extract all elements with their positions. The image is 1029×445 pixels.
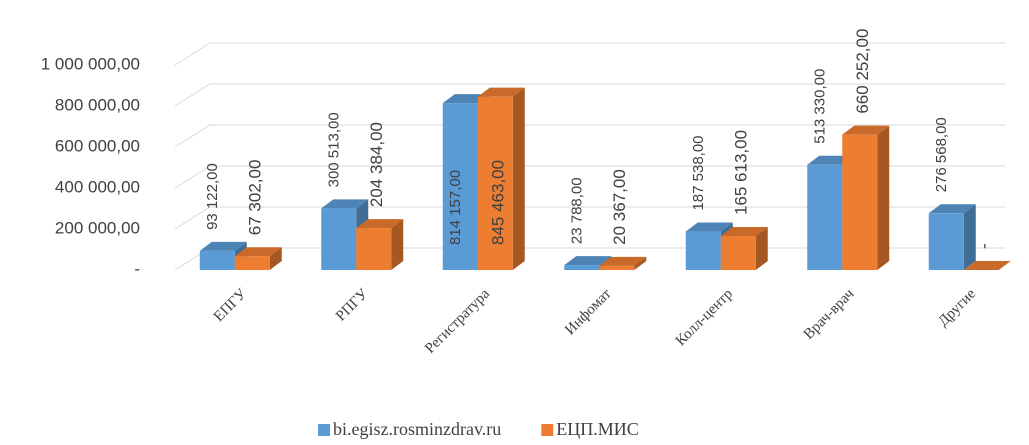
- bar-side: [877, 125, 890, 270]
- x-tick-label: РПГУ: [333, 286, 372, 325]
- value-label: 20 367,00: [610, 169, 629, 245]
- bar: [199, 250, 235, 270]
- y-tick-label: 400 000,00: [55, 177, 140, 196]
- y-tick-label: 200 000,00: [55, 218, 140, 237]
- bar: [685, 231, 721, 270]
- bar: [807, 164, 843, 270]
- bar-top: [564, 256, 612, 266]
- value-label: -: [975, 243, 994, 249]
- y-tick-label: 1 000 000,00: [41, 54, 140, 73]
- bar: [321, 208, 357, 270]
- bar-side: [269, 247, 282, 270]
- x-tick-label: Колл-центр: [673, 286, 736, 349]
- bar-top: [928, 204, 976, 214]
- bar-top: [356, 219, 404, 229]
- bar-top: [599, 256, 647, 266]
- x-tick-label: Инфомат: [562, 286, 615, 339]
- value-label: 187 538,00: [690, 135, 707, 210]
- bar-side: [755, 227, 768, 270]
- value-label: 845 463,00: [489, 160, 508, 245]
- y-tick-label: 600 000,00: [55, 136, 140, 155]
- legend-swatch: [541, 424, 554, 436]
- bar: [564, 265, 600, 270]
- grid-line: [174, 165, 1005, 189]
- x-tick-label: ЕПГУ: [211, 286, 250, 325]
- y-tick-label: 800 000,00: [55, 95, 140, 114]
- grid-line: [174, 42, 1005, 66]
- bar-top: [720, 227, 768, 237]
- x-tick-label: Другие: [935, 286, 979, 330]
- value-label: 165 613,00: [732, 130, 751, 215]
- value-label: 93 122,00: [204, 163, 221, 230]
- value-label: 67 302,00: [246, 160, 265, 236]
- y-tick-label: -: [134, 259, 140, 278]
- bar: [234, 256, 270, 270]
- bar-top: [963, 261, 1011, 270]
- bar-side: [512, 87, 525, 270]
- bar: [928, 213, 964, 270]
- value-label: 660 252,00: [853, 29, 872, 114]
- bar: [477, 96, 513, 270]
- bar: [842, 134, 878, 270]
- value-label: 513 330,00: [812, 69, 829, 144]
- bar-top: [842, 125, 890, 135]
- value-label: 300 513,00: [326, 112, 343, 187]
- x-tick-label: Врач-врач: [801, 286, 858, 343]
- grid-line: [174, 83, 1005, 107]
- bar: [356, 228, 392, 270]
- value-label: 814 157,00: [447, 170, 464, 245]
- bar: [720, 236, 756, 270]
- bar-side: [963, 204, 976, 270]
- legend-label: ЕЦП.МИС: [556, 419, 639, 439]
- bar-top: [234, 247, 282, 257]
- bar-top: [321, 199, 369, 209]
- value-label: 276 568,00: [933, 117, 950, 192]
- value-label: 204 384,00: [367, 122, 386, 207]
- bar-side: [634, 256, 647, 270]
- bar-top: [199, 241, 247, 251]
- legend-label: bi.egisz.rosminzdrav.ru: [333, 419, 501, 439]
- bar: [599, 265, 635, 270]
- bar-top: [685, 222, 733, 232]
- bar-side: [391, 219, 404, 270]
- legend-swatch: [318, 424, 330, 436]
- grid-line: [174, 206, 1005, 230]
- bar: [442, 103, 478, 271]
- bar-top: [477, 87, 525, 97]
- x-tick-label: Регистратура: [422, 286, 493, 357]
- grid-line: [174, 124, 1005, 148]
- value-label: 23 788,00: [569, 177, 586, 244]
